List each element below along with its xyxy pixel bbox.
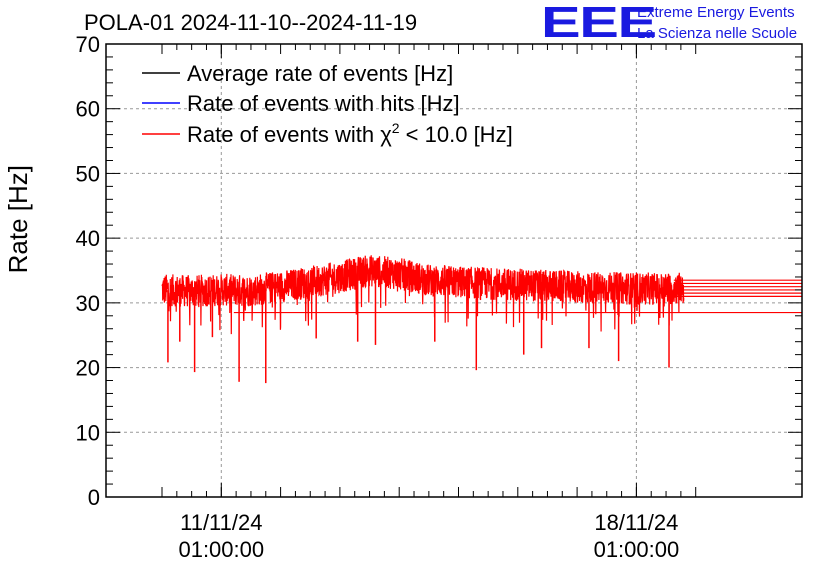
y-tick-label: 30: [76, 291, 100, 316]
x-tick-label-time: 01:00:00: [594, 537, 680, 562]
eee-tagline-2: La Scienza nelle Scuole: [637, 25, 798, 42]
y-tick-label: 0: [88, 485, 100, 510]
x-tick-label-date: 18/11/24: [594, 510, 678, 535]
eee-tagline-1: Extreme Energy Events: [637, 4, 795, 21]
series-layer: [161, 255, 802, 384]
chart-title: POLA-01 2024-11-10--2024-11-19: [84, 10, 418, 35]
axes-layer: 01020304050607011/11/2401:00:0018/11/240…: [76, 32, 803, 562]
grid-layer: [106, 44, 802, 497]
x-tick-label-time: 01:00:00: [178, 537, 264, 562]
legend-label-hits: Rate of events with hits [Hz]: [187, 91, 460, 116]
y-tick-label: 50: [76, 161, 100, 186]
legend-label-chi2: Rate of events with χ2 < 10.0 [Hz]: [187, 120, 513, 147]
y-tick-label: 70: [76, 32, 100, 57]
y-tick-label: 10: [76, 420, 100, 445]
series-line: [161, 255, 685, 335]
legend-label-average: Average rate of events [Hz]: [187, 61, 453, 86]
x-tick-label-date: 11/11/24: [180, 510, 262, 535]
plot-frame: [105, 43, 803, 498]
legend: Average rate of events [Hz] Rate of even…: [142, 61, 513, 147]
eee-logo: EEE: [541, 0, 657, 47]
y-tick-label: 20: [76, 356, 100, 381]
y-tick-label: 60: [76, 97, 100, 122]
y-tick-label: 40: [76, 226, 100, 251]
y-axis-label: Rate [Hz]: [3, 165, 33, 273]
